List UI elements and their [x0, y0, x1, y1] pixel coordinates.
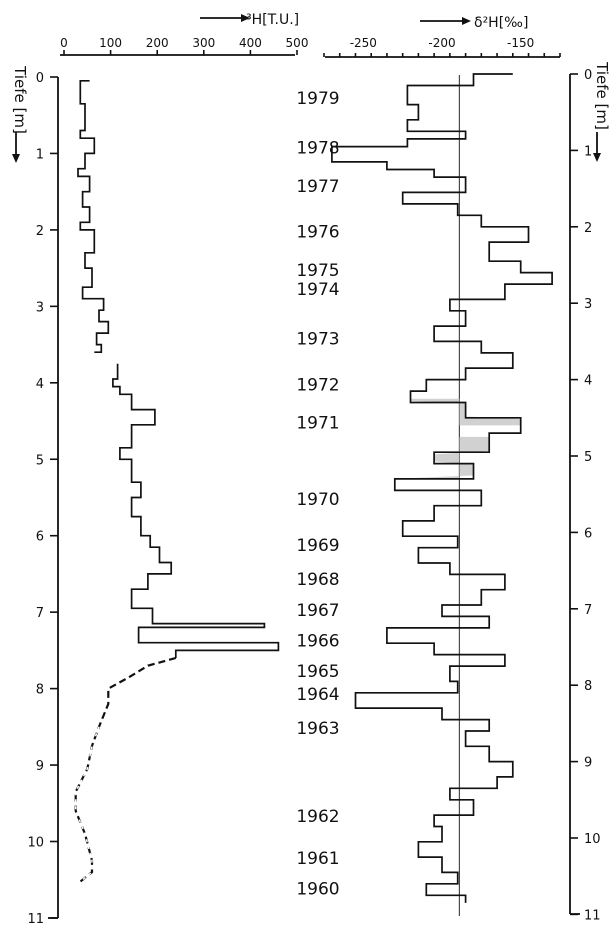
deuterium-shaded-intervals	[394, 398, 521, 479]
year-label: 1972	[296, 375, 339, 395]
left-depth-tick-label: 9	[36, 759, 44, 774]
right-depth-tick-label: 0	[584, 68, 592, 83]
right-depth-arrow-head-icon	[593, 153, 601, 162]
year-label: 1978	[296, 139, 339, 159]
year-label: 1974	[296, 280, 339, 300]
year-label: 1965	[296, 662, 339, 682]
left-depth-tick-label: 2	[36, 224, 44, 239]
tritium-x-tick-label: 200	[146, 36, 169, 50]
tritium-dotted-gap	[74, 726, 100, 885]
year-label: 1961	[296, 849, 339, 869]
deuterium-x-tick-label: -150	[507, 36, 534, 50]
year-label: 1971	[296, 414, 339, 434]
right-depth-tick-label: 1	[584, 144, 592, 159]
tritium-x-ticks: 0 100 200 300 400 500	[60, 36, 308, 55]
year-label: 1968	[296, 570, 339, 590]
year-label: 1966	[296, 631, 339, 651]
deuterium-x-tick-label: -250	[350, 36, 377, 50]
year-label: 1969	[296, 536, 339, 556]
right-depth-tick-label: 5	[584, 450, 592, 465]
right-depth-ticks: 0 1 2 3 4 5 6 7 8 9 10 11	[570, 68, 601, 923]
tritium-x-tick-label: 500	[286, 36, 309, 50]
deuterium-axis-label: δ²H[‰]	[474, 15, 528, 31]
tritium-series-1	[112, 363, 280, 658]
right-depth-tick-label: 11	[584, 908, 601, 923]
left-depth-axis-label: Tiefe [m]	[11, 65, 29, 134]
right-depth-tick-label: 4	[584, 374, 592, 389]
year-label: 1970	[296, 490, 339, 510]
deuterium-x-ticks: -250 -200 -150	[323, 36, 561, 57]
deuterium-series-0	[331, 73, 553, 903]
right-depth-axis-label: Tiefe [m]	[593, 61, 611, 130]
tritium-series-0	[77, 79, 110, 354]
year-label: 1975	[296, 261, 339, 281]
year-label: 1962	[296, 807, 339, 827]
year-label: 1964	[296, 685, 339, 705]
right-depth-tick-label: 10	[584, 832, 601, 847]
right-depth-tick-label: 9	[584, 756, 592, 771]
year-label: 1967	[296, 601, 339, 621]
right-depth-tick-label: 3	[584, 297, 592, 312]
left-depth-tick-label: 6	[36, 530, 44, 545]
year-label: 1977	[296, 177, 339, 197]
left-depth-tick-label: 1	[36, 147, 44, 162]
tritium-traces	[74, 79, 280, 885]
tritium-panel: 0 100 200 300 400 500 0 1 2 3 4 5 6 7 8 9 10 11 ³H[T.U.]…	[11, 12, 308, 926]
tritium-arrow-head-icon	[241, 14, 250, 22]
tritium-x-tick-label: 400	[239, 36, 262, 50]
left-depth-tick-label: 5	[36, 453, 44, 468]
left-depth-tick-label: 4	[36, 377, 44, 392]
right-depth-tick-label: 6	[584, 526, 592, 541]
left-depth-tick-label: 10	[27, 836, 44, 851]
shaded-interval-1	[394, 436, 490, 479]
deuterium-x-tick-label: -200	[428, 36, 455, 50]
year-label: 1963	[296, 719, 339, 739]
deuterium-traces	[331, 73, 553, 903]
tritium-series-2	[74, 656, 177, 885]
deuterium-panel: -250 -200 -150 δ²H[‰] 0 1 2 3 4 5 6 7 8 9 10 11 Tiefe…	[323, 15, 611, 923]
left-depth-arrow-head-icon	[12, 154, 20, 163]
right-depth-tick-label: 7	[584, 603, 592, 618]
right-depth-tick-label: 2	[584, 221, 592, 236]
tritium-x-tick-label: 0	[60, 36, 68, 50]
year-label: 1979	[296, 89, 339, 109]
year-label: 1976	[296, 223, 339, 243]
left-depth-tick-label: 7	[36, 606, 44, 621]
deuterium-arrow-head-icon	[462, 17, 471, 25]
year-label: 1960	[296, 880, 339, 900]
right-depth-tick-label: 8	[584, 679, 592, 694]
tritium-x-tick-label: 100	[99, 36, 122, 50]
left-depth-tick-label: 8	[36, 683, 44, 698]
year-label: 1973	[296, 330, 339, 350]
left-depth-tick-label: 11	[27, 912, 44, 926]
left-depth-tick-label: 0	[36, 71, 44, 86]
left-depth-ticks: 0 1 2 3 4 5 6 7 8 9 10 11	[27, 71, 58, 926]
tritium-x-tick-label: 300	[192, 36, 215, 50]
left-depth-tick-label: 3	[36, 300, 44, 315]
tritium-axis-label: ³H[T.U.]	[246, 12, 299, 28]
